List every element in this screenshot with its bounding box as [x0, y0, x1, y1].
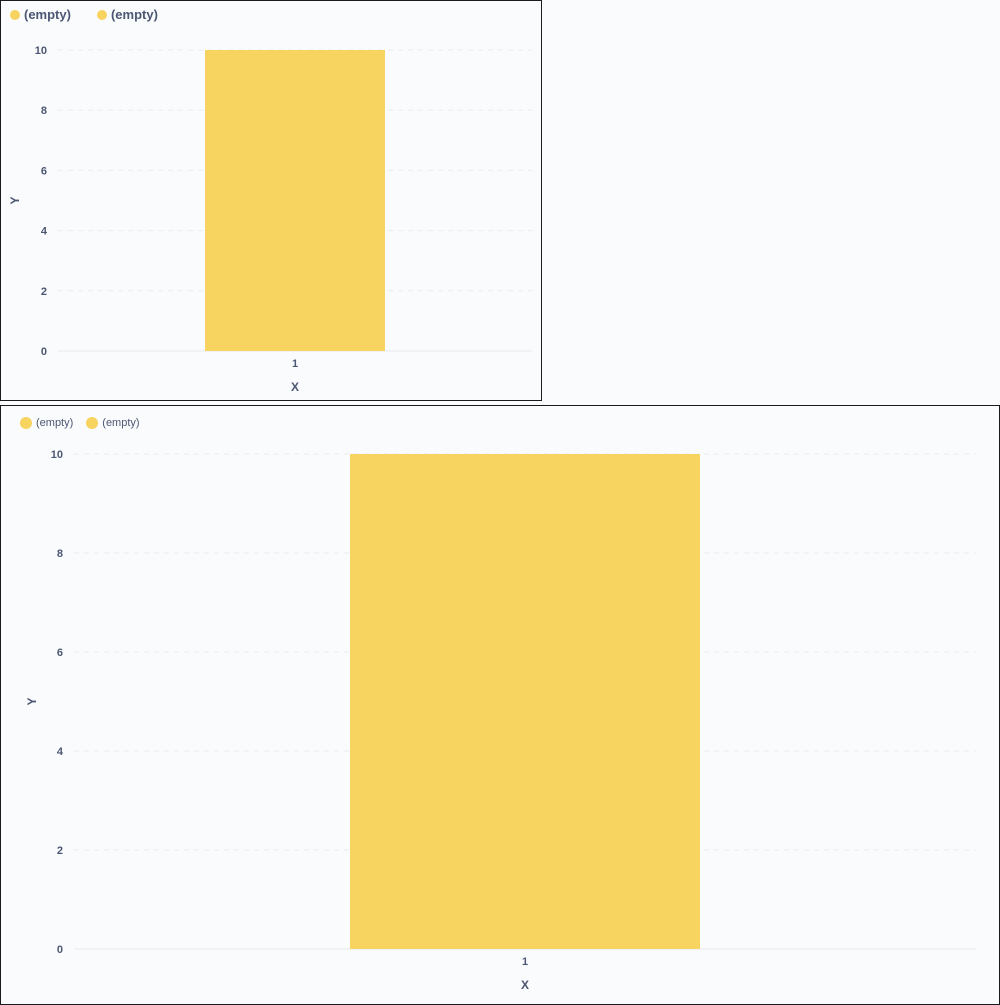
bar — [295, 50, 385, 351]
y-tick-label: 0 — [41, 346, 47, 358]
legend-swatch-icon — [96, 9, 107, 20]
legend-label: (empty) — [110, 7, 158, 22]
chart-legend: (empty) (empty) — [10, 7, 184, 22]
chart-plot-bottom: 0 2 4 6 8 10 1 X Y — [25, 449, 976, 992]
legend-item[interactable]: (empty) — [86, 417, 140, 429]
y-tick-label: 2 — [57, 845, 63, 857]
y-axis-label: Y — [25, 697, 39, 705]
bar — [350, 454, 525, 949]
y-axis-label: Y — [8, 196, 22, 204]
y-tick-label: 2 — [41, 286, 47, 298]
chart-plot-top: 0 2 4 6 8 10 1 X Y — [8, 45, 532, 394]
legend-swatch-icon — [20, 417, 32, 429]
chart-legend: (empty) (empty) — [20, 417, 153, 429]
chart-panel-bottom: (empty) (empty) 0 2 4 6 8 10 1 X Y — [0, 405, 1000, 1005]
x-axis-label: X — [521, 978, 529, 992]
legend-label: (empty) — [36, 417, 74, 429]
legend-swatch-icon — [10, 9, 20, 20]
legend-item[interactable]: (empty) — [96, 7, 158, 22]
y-tick-label: 6 — [41, 165, 47, 177]
y-tick-label: 6 — [57, 647, 63, 659]
bar — [205, 50, 295, 351]
y-tick-label: 10 — [35, 45, 47, 57]
legend-label: (empty) — [102, 417, 140, 429]
y-tick-label: 4 — [57, 746, 64, 758]
x-axis-label: X — [291, 380, 299, 394]
legend-swatch-icon — [86, 417, 99, 429]
x-tick-label: 1 — [292, 358, 298, 370]
chart-panel-top: (empty) (empty) 0 2 4 6 8 10 1 X Y — [0, 0, 542, 401]
bar — [525, 454, 700, 949]
legend-item[interactable]: (empty) — [20, 417, 73, 429]
y-tick-label: 4 — [41, 226, 48, 238]
legend-label: (empty) — [24, 7, 71, 22]
y-tick-label: 8 — [41, 105, 47, 117]
y-tick-label: 10 — [51, 449, 63, 461]
legend-item[interactable]: (empty) — [10, 7, 71, 22]
y-tick-label: 0 — [57, 944, 63, 956]
y-tick-label: 8 — [57, 548, 63, 560]
x-tick-label: 1 — [522, 956, 528, 968]
